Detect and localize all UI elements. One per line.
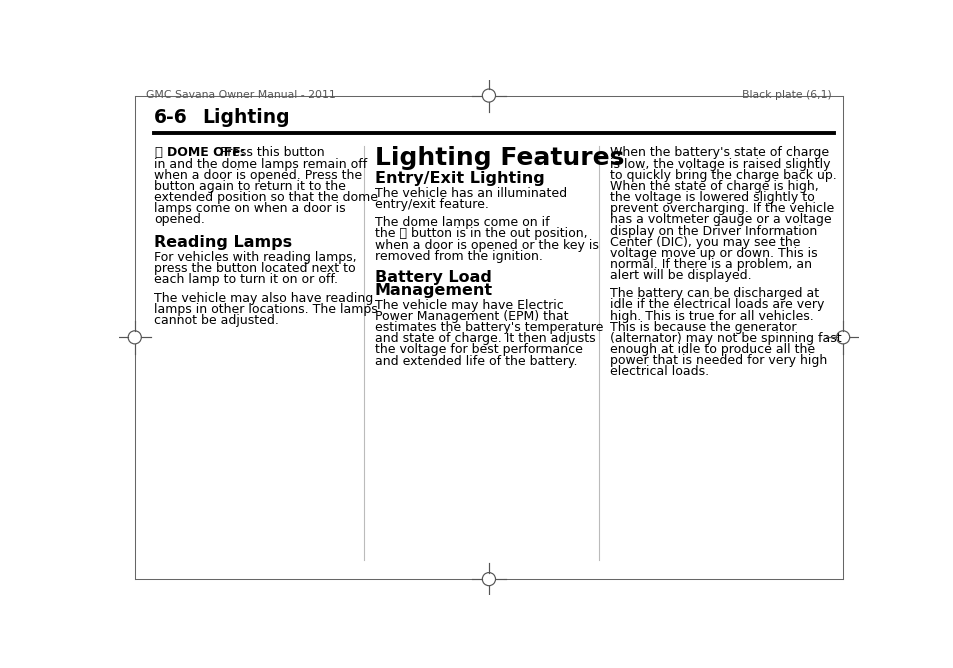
Text: in and the dome lamps remain off: in and the dome lamps remain off <box>154 158 367 170</box>
Text: is low, the voltage is raised slightly: is low, the voltage is raised slightly <box>609 158 829 170</box>
Text: button again to return it to the: button again to return it to the <box>154 180 346 193</box>
Text: electrical loads.: electrical loads. <box>609 365 708 379</box>
Text: power that is needed for very high: power that is needed for very high <box>609 354 826 367</box>
Text: when a door is opened. Press the: when a door is opened. Press the <box>154 169 362 182</box>
Text: the 祸 button is in the out position,: the 祸 button is in the out position, <box>375 228 587 240</box>
Text: The vehicle has an illuminated: The vehicle has an illuminated <box>375 187 566 200</box>
Text: When the state of charge is high,: When the state of charge is high, <box>609 180 818 193</box>
Text: Center (DIC), you may see the: Center (DIC), you may see the <box>609 236 800 248</box>
Text: The vehicle may also have reading: The vehicle may also have reading <box>154 291 373 305</box>
Text: idle if the electrical loads are very: idle if the electrical loads are very <box>609 299 823 311</box>
Text: enough at idle to produce all the: enough at idle to produce all the <box>609 343 814 356</box>
Text: Press this button: Press this button <box>216 146 324 160</box>
Text: display on the Driver Information: display on the Driver Information <box>609 224 816 238</box>
Text: 祸: 祸 <box>154 146 162 160</box>
Text: and state of charge. It then adjusts: and state of charge. It then adjusts <box>375 332 595 345</box>
Text: high. This is true for all vehicles.: high. This is true for all vehicles. <box>609 310 813 323</box>
Text: For vehicles with reading lamps,: For vehicles with reading lamps, <box>154 251 356 264</box>
Text: when a door is opened or the key is: when a door is opened or the key is <box>375 238 598 252</box>
Text: cannot be adjusted.: cannot be adjusted. <box>154 314 278 327</box>
Text: normal. If there is a problem, an: normal. If there is a problem, an <box>609 258 811 271</box>
Text: and extended life of the battery.: and extended life of the battery. <box>375 355 577 367</box>
Text: press the button located next to: press the button located next to <box>154 263 355 275</box>
Text: Black plate (6,1): Black plate (6,1) <box>740 90 831 100</box>
Text: estimates the battery's temperature: estimates the battery's temperature <box>375 321 602 334</box>
Text: Reading Lamps: Reading Lamps <box>154 235 292 250</box>
Text: Lighting: Lighting <box>202 108 290 127</box>
Text: The vehicle may have Electric: The vehicle may have Electric <box>375 299 563 312</box>
Text: alert will be displayed.: alert will be displayed. <box>609 269 751 282</box>
Text: the voltage for best performance: the voltage for best performance <box>375 343 582 356</box>
Text: removed from the ignition.: removed from the ignition. <box>375 250 542 263</box>
Text: This is because the generator: This is because the generator <box>609 321 796 334</box>
Text: has a voltmeter gauge or a voltage: has a voltmeter gauge or a voltage <box>609 213 831 226</box>
Text: voltage move up or down. This is: voltage move up or down. This is <box>609 247 817 260</box>
Text: opened.: opened. <box>154 213 205 226</box>
Text: to quickly bring the charge back up.: to quickly bring the charge back up. <box>609 169 836 182</box>
Text: Power Management (EPM) that: Power Management (EPM) that <box>375 310 568 323</box>
Text: the voltage is lowered slightly to: the voltage is lowered slightly to <box>609 191 814 204</box>
Text: each lamp to turn it on or off.: each lamp to turn it on or off. <box>154 273 337 287</box>
Text: Management: Management <box>375 283 493 298</box>
Text: (alternator) may not be spinning fast: (alternator) may not be spinning fast <box>609 332 841 345</box>
Text: Battery Load: Battery Load <box>375 270 492 285</box>
Text: When the battery's state of charge: When the battery's state of charge <box>609 146 828 160</box>
Text: Entry/Exit Lighting: Entry/Exit Lighting <box>375 171 544 186</box>
Text: extended position so that the dome: extended position so that the dome <box>154 191 377 204</box>
Text: prevent overcharging. If the vehicle: prevent overcharging. If the vehicle <box>609 202 833 215</box>
Text: DOME OFF:: DOME OFF: <box>167 146 244 160</box>
Text: lamps come on when a door is: lamps come on when a door is <box>154 202 345 215</box>
Text: lamps in other locations. The lamps: lamps in other locations. The lamps <box>154 303 377 316</box>
Text: The battery can be discharged at: The battery can be discharged at <box>609 287 818 301</box>
Text: Lighting Features: Lighting Features <box>375 146 623 170</box>
Text: 6-6: 6-6 <box>154 108 188 127</box>
Text: GMC Savana Owner Manual - 2011: GMC Savana Owner Manual - 2011 <box>146 90 335 100</box>
Text: The dome lamps come on if: The dome lamps come on if <box>375 216 549 229</box>
Text: entry/exit feature.: entry/exit feature. <box>375 198 488 211</box>
